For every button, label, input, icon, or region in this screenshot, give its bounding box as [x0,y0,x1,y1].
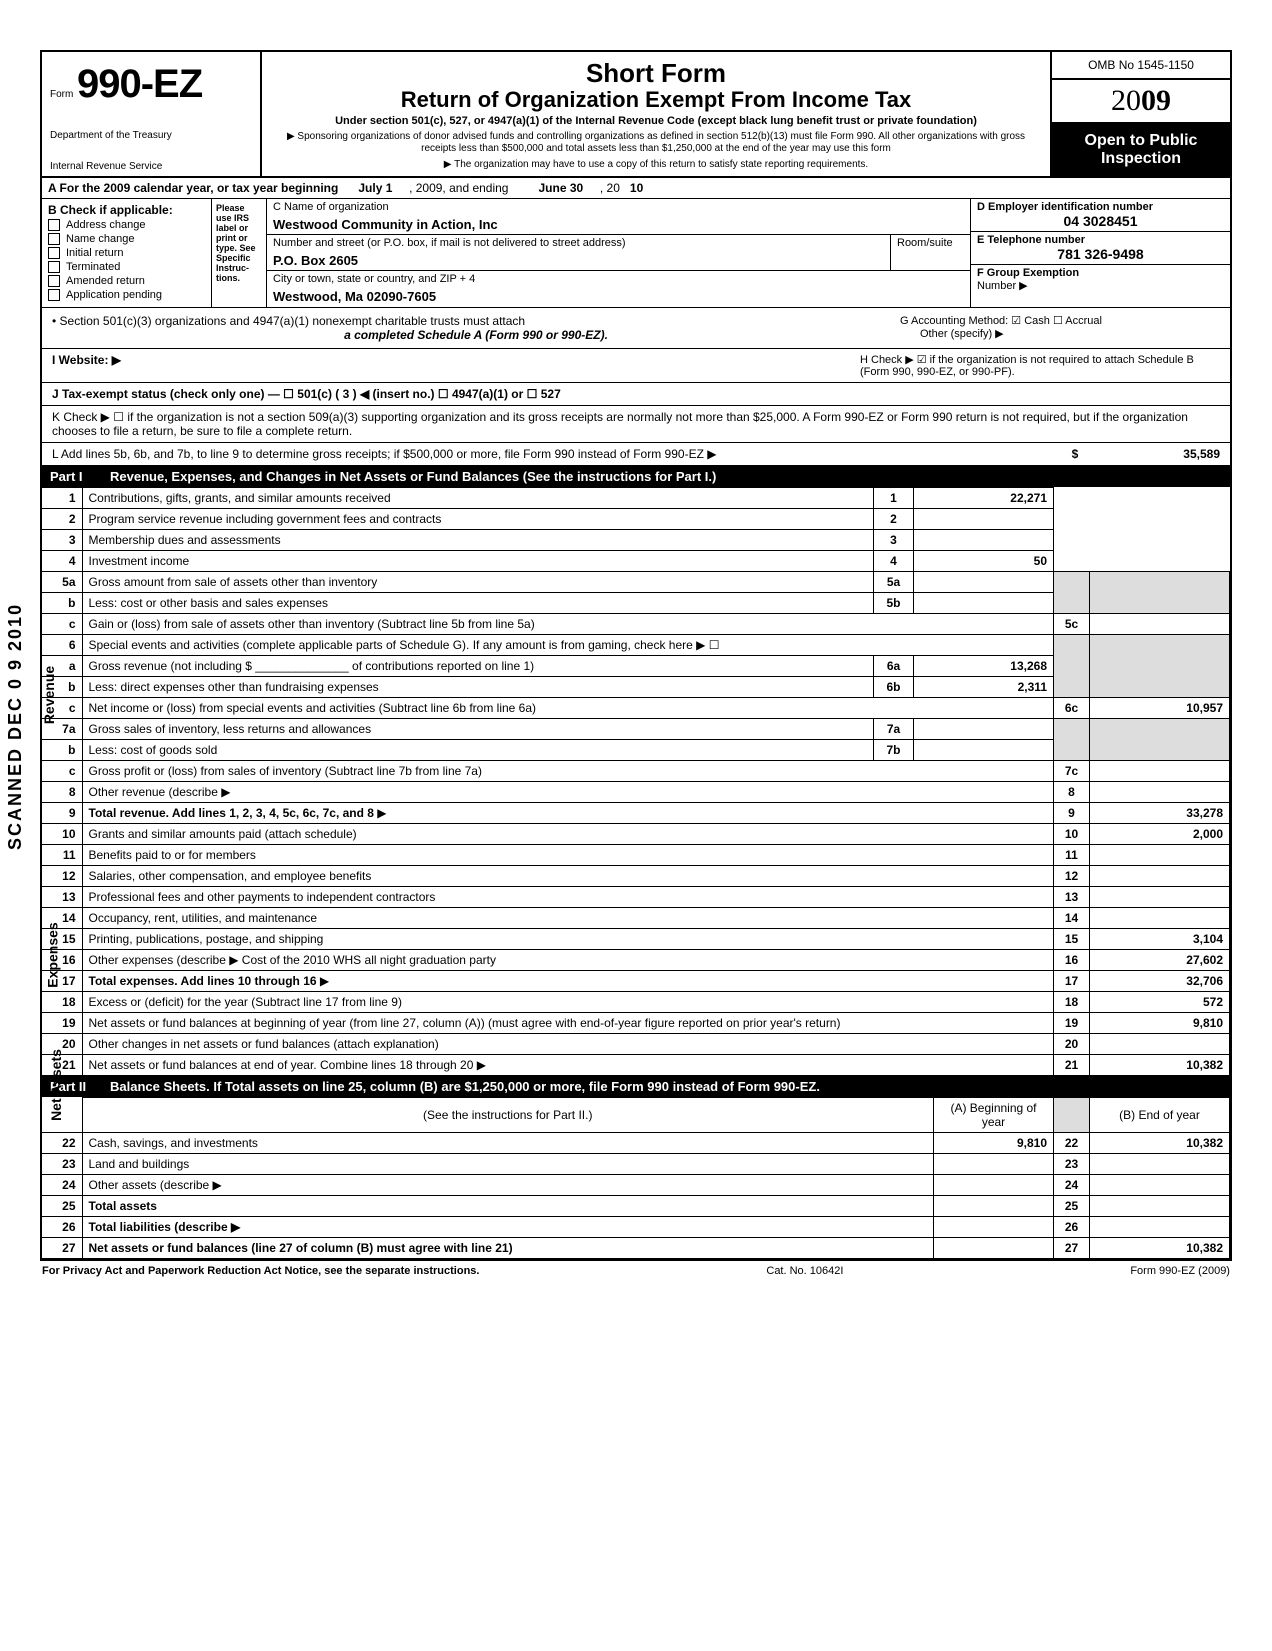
tax-year: 2009 [1052,80,1230,124]
omb-number: OMB No 1545-1150 [1052,52,1230,80]
c-label: C Name of organization [267,199,970,215]
street-label: Number and street (or P.O. box, if mail … [267,235,890,251]
privacy-notice: For Privacy Act and Paperwork Reduction … [42,1265,479,1277]
l-value: 35,589 [1090,447,1220,461]
form-ref: Form 990-EZ (2009) [1130,1265,1230,1277]
form-number: 990-EZ [77,62,202,106]
header-note1: ▶ Sponsoring organizations of donor advi… [272,131,1040,155]
page-footer: For Privacy Act and Paperwork Reduction … [40,1261,1232,1281]
please-label: Please use IRS label or print or type. S… [212,199,267,307]
form-prefix: Form [50,89,73,100]
chk-amended[interactable] [48,275,60,287]
g-accounting: G Accounting Method: ☑ Cash ☐ Accrual [900,314,1220,327]
d-ein-label: D Employer identification number [977,201,1153,213]
chk-initial-return[interactable] [48,247,60,259]
open-to-public: Open to Public Inspection [1052,124,1230,176]
chk-name-change[interactable] [48,233,60,245]
expenses-label: Expenses [45,922,61,987]
year-end: 10 [630,181,643,195]
row-a-tax-year: A For the 2009 calendar year, or tax yea… [42,178,1230,199]
row-i-website: I Website: ▶ H Check ▶ ☑ if the organiza… [42,349,1230,383]
part2-header: Part II Balance Sheets. If Total assets … [42,1076,1230,1097]
room-suite-label: Room/suite [890,235,970,270]
h-check: H Check ▶ ☑ if the organization is not r… [860,353,1220,378]
e-phone-value: 781 326-9498 [977,246,1224,262]
row-l-gross-receipts: L Add lines 5b, 6b, and 7b, to line 9 to… [42,443,1230,466]
cat-no: Cat. No. 10642I [766,1265,843,1277]
title-short-form: Short Form [272,58,1040,89]
f-group-label: F Group Exemption [977,267,1079,279]
form-990ez: Form 990-EZ Department of the Treasury I… [40,50,1232,1261]
irs: Internal Revenue Service [50,161,252,172]
dept-treasury: Department of the Treasury [50,130,252,141]
row-j-exempt-status: J Tax-exempt status (check only one) — ☐… [42,383,1230,406]
part1-table: 1Contributions, gifts, grants, and simil… [42,487,1230,1076]
year-end-month: June 30 [539,181,584,195]
f-group-number: Number ▶ [977,280,1028,292]
d-ein-value: 04 3028451 [977,213,1224,229]
revenue-label: Revenue [41,666,57,724]
subtitle: Under section 501(c), 527, or 4947(a)(1)… [272,115,1040,127]
col-b-header: B Check if applicable: [48,203,173,217]
form-header: Form 990-EZ Department of the Treasury I… [42,52,1230,178]
org-info-block: B Check if applicable: Address change Na… [42,199,1230,308]
street-value: P.O. Box 2605 [267,251,890,270]
part2-table: (See the instructions for Part II.) (A) … [42,1097,1230,1259]
row-k-check: K Check ▶ ☐ if the organization is not a… [42,406,1230,443]
part1-header: Part I Revenue, Expenses, and Changes in… [42,466,1230,487]
header-note2: ▶ The organization may have to use a cop… [272,159,1040,171]
chk-address-change[interactable] [48,219,60,231]
city-value: Westwood, Ma 02090-7605 [267,287,970,306]
city-label: City or town, state or country, and ZIP … [267,271,970,287]
year-begin: July 1 [358,181,392,195]
netassets-label: Net Assets [48,1049,64,1121]
org-name: Westwood Community in Action, Inc [267,215,970,234]
scanned-stamp: SCANNED DEC 0 9 2010 [5,603,26,850]
chk-application-pending[interactable] [48,289,60,301]
section-501c3-note: • Section 501(c)(3) organizations and 49… [42,308,1230,349]
chk-terminated[interactable] [48,261,60,273]
e-phone-label: E Telephone number [977,234,1085,246]
title-return: Return of Organization Exempt From Incom… [272,87,1040,113]
